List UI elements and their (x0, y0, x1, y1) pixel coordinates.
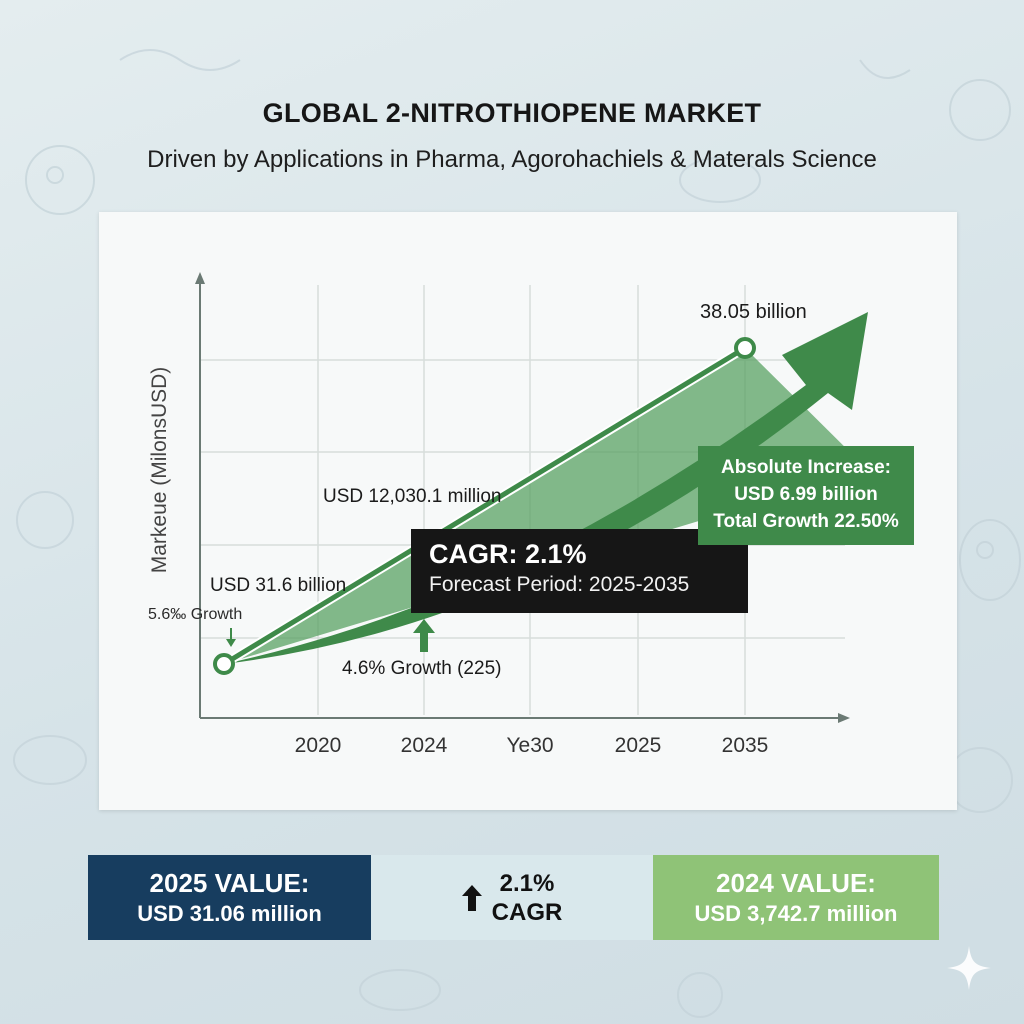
value-2024-label: 2024 VALUE: (716, 867, 876, 898)
growth-area (224, 348, 868, 664)
x-tick-label: 2025 (614, 734, 662, 757)
cagr-callout: CAGR: 2.1% Forecast Period: 2025-2035 (411, 529, 748, 613)
value-2025-amount: USD 31.06 million (137, 900, 322, 926)
abs-line3: Total Growth 22.50% (713, 511, 899, 532)
series-line (222, 345, 747, 667)
cagr-headline: CAGR: 2.1% (429, 539, 587, 569)
x-tick-label: Ye30 (506, 734, 554, 757)
start-value-label: USD 31.6 billion (210, 575, 347, 596)
page-subtitle: Driven by Applications in Pharma, Agoroh… (147, 146, 877, 173)
x-tick-label: 2020 (294, 734, 342, 757)
x-axis-arrow-icon (838, 713, 850, 723)
data-point (734, 337, 756, 359)
x-tick-label: 2024 (400, 734, 448, 757)
value-2024-amount: USD 3,742.7 million (694, 900, 898, 926)
value-2025-card: 2025 VALUE: USD 31.06 million (88, 855, 371, 940)
growth-arrow-icon (224, 312, 868, 664)
series-layer (213, 337, 756, 675)
mid-growth-label: 4.6% Growth (225) (342, 658, 502, 679)
data-point (213, 653, 235, 675)
x-tick-label: 2035 (721, 734, 769, 757)
end-value-label: 38.05 billion (700, 301, 807, 323)
sparkle-icon (947, 946, 991, 990)
start-growth-arrow-icon (226, 639, 236, 647)
cagr-card-label: CAGR (491, 898, 563, 926)
y-axis-arrow-icon (195, 272, 205, 284)
cagr-card-value: 2.1% (499, 869, 555, 897)
value-2024-card: 2024 VALUE: USD 3,742.7 million (653, 855, 939, 940)
forecast-period: Forecast Period: 2025-2035 (429, 573, 690, 596)
arrow-up-icon (461, 884, 482, 911)
value-2025-label: 2025 VALUE: (149, 867, 310, 898)
mid-growth-arrow-icon (413, 619, 435, 652)
start-growth-label: 5.6‰ Growth (148, 606, 243, 623)
page-title: GLOBAL 2-NITROTHIOPENE MARKET (262, 98, 762, 128)
cagr-card: 2.1% CAGR (371, 855, 653, 940)
mid-value-label: USD 12,030.1 million (323, 486, 502, 507)
absolute-increase-callout: Absolute Increase: USD 6.99 billion Tota… (698, 446, 914, 545)
y-axis-label: Markeue (MilonsUSD) (148, 366, 171, 574)
abs-line1: Absolute Increase: (721, 457, 891, 478)
abs-line2: USD 6.99 billion (734, 484, 878, 505)
